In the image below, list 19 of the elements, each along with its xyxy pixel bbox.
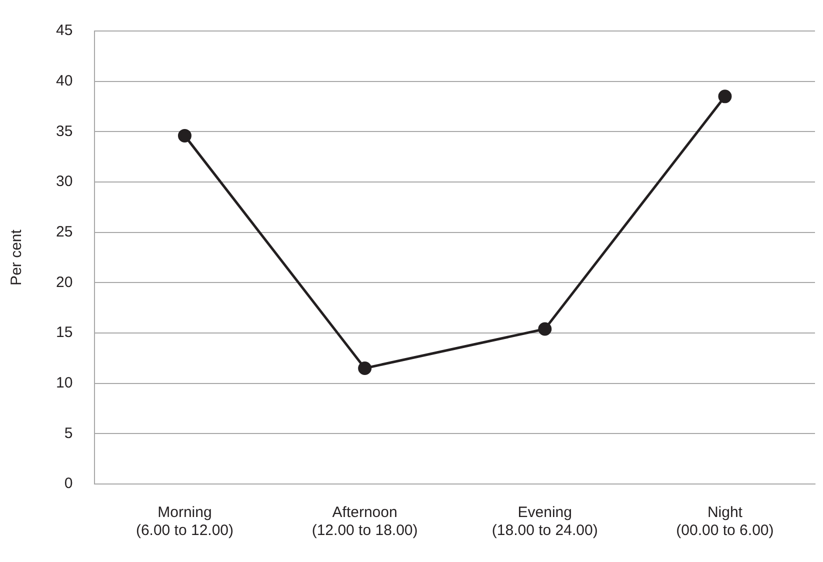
point [358, 361, 372, 375]
y-tick-label: 45 [56, 22, 73, 40]
y-tick-label: 25 [56, 223, 73, 240]
y-tick-label: 5 [64, 424, 73, 442]
y-tick-label: 30 [56, 173, 73, 190]
x-tick-label: Night (00.00 to 6.00) [676, 504, 774, 540]
x-tick-label: Morning (6.00 to 12.00) [136, 504, 234, 540]
y-tick-label: 10 [56, 374, 73, 392]
y-tick-label: 40 [56, 72, 73, 90]
x-tick-label: Evening (18.00 to 24.00) [492, 504, 598, 540]
x-tick-label: Afternoon (12.00 to 18.00) [312, 504, 418, 540]
point [718, 90, 732, 104]
y-tick-label: 0 [64, 475, 73, 492]
y-tick-label: 35 [56, 122, 73, 140]
y-tick-label: 15 [56, 324, 73, 342]
point [178, 128, 192, 142]
y-tick-label: 20 [56, 274, 73, 291]
y-axis-title: Per cent [8, 228, 26, 286]
point [538, 322, 552, 336]
